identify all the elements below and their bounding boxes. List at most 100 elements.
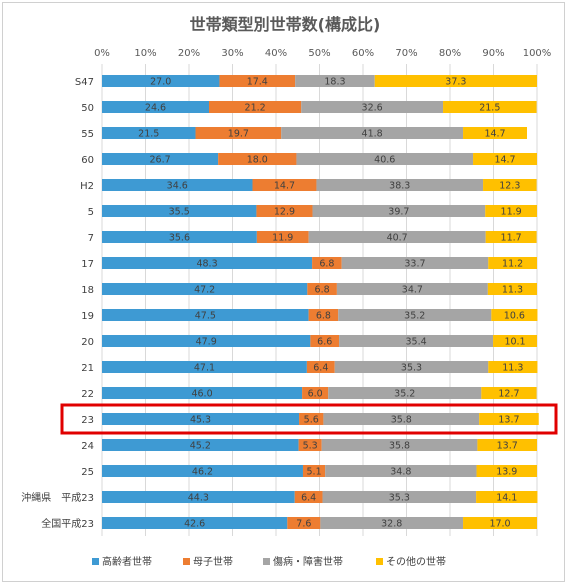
data-label: 45.3	[190, 415, 211, 426]
category-label: 25	[81, 467, 94, 478]
x-tick-label: 10%	[134, 48, 156, 59]
bar-segment	[102, 179, 253, 191]
y-axis-categories: S47 50 55 60 H2 5 7 17 18 19 20 21 22 23 24 25 沖縄県 平成23 全…	[21, 77, 94, 530]
bar-segment	[312, 257, 342, 269]
gridlines	[101, 64, 538, 536]
bar-segment	[256, 205, 313, 217]
data-label: 21.5	[138, 129, 159, 140]
bar-segment	[322, 491, 477, 503]
bar-segment	[493, 335, 537, 347]
data-label: 6.4	[313, 363, 328, 374]
bar-segment	[341, 257, 489, 269]
legend-swatch	[263, 558, 270, 565]
data-label: 21.5	[479, 103, 500, 114]
data-label: 40.7	[387, 233, 408, 244]
data-label: 6.8	[319, 259, 334, 270]
data-label: 35.3	[389, 493, 410, 504]
data-label: 12.7	[498, 389, 519, 400]
bar-segment	[325, 465, 477, 477]
bar-segment	[485, 231, 537, 243]
bar-segment	[102, 387, 303, 399]
bar-segment	[476, 491, 538, 503]
data-label: 17.4	[247, 77, 268, 88]
bar-segment	[479, 413, 539, 425]
bar-segment	[488, 361, 538, 373]
data-label: 41.8	[362, 129, 383, 140]
data-label: 11.2	[502, 259, 523, 270]
data-label: 37.3	[445, 77, 466, 88]
data-label: 35.4	[405, 337, 426, 348]
category-label: 24	[81, 441, 94, 452]
bar-segment	[336, 283, 488, 295]
data-label: 14.1	[496, 493, 517, 504]
bar-segment	[102, 283, 308, 295]
data-label: 44.3	[188, 493, 209, 504]
bar-segment	[298, 439, 322, 451]
bar-segment	[308, 231, 486, 243]
bar-segment	[485, 205, 537, 217]
category-label: 50	[81, 103, 94, 114]
data-label: 24.6	[145, 103, 166, 114]
bar-segment	[296, 153, 474, 165]
data-label: 6.8	[316, 311, 331, 322]
data-label: 48.3	[196, 259, 217, 270]
x-tick-label: 100%	[523, 48, 552, 59]
data-label: 6.8	[315, 285, 330, 296]
bar-segment	[219, 75, 296, 87]
category-label: 21	[81, 363, 94, 374]
data-label: 5.6	[304, 415, 319, 426]
bar-segment	[477, 439, 537, 451]
category-label: 全国平成23	[41, 517, 94, 530]
data-label: 35.8	[389, 441, 410, 452]
x-tick-label: 20%	[178, 48, 200, 59]
data-label: 10.1	[504, 337, 525, 348]
bar-segment	[323, 413, 480, 425]
data-label: 27.0	[150, 77, 171, 88]
data-label: 11.7	[501, 233, 522, 244]
data-label: 35.8	[391, 415, 412, 426]
bar-segment	[473, 153, 537, 165]
legend-label: 高齢者世帯	[102, 555, 152, 568]
bar-segment	[334, 361, 489, 373]
data-label: 47.2	[194, 285, 215, 296]
data-label: 46.2	[192, 467, 213, 478]
data-label: 17.0	[489, 519, 510, 530]
data-label: 35.5	[169, 207, 190, 218]
bar-segment	[102, 257, 313, 269]
category-label: 7	[88, 233, 94, 244]
legend-swatch	[92, 558, 99, 565]
bar-segment	[195, 127, 282, 139]
data-label: 12.3	[499, 181, 520, 192]
data-label: 38.3	[389, 181, 410, 192]
bar-segment	[312, 205, 486, 217]
data-label: 11.3	[502, 285, 523, 296]
category-label: 22	[81, 389, 94, 400]
x-axis-ticks: 0% 10% 20% 30% 40% 50% 60% 70% 80% 90% 100%	[94, 48, 551, 59]
chart-frame	[2, 2, 565, 582]
data-label: 34.8	[390, 467, 411, 478]
bar-segment	[102, 309, 309, 321]
bar-segment	[295, 75, 375, 87]
data-label: 11.9	[501, 207, 522, 218]
data-label: 47.5	[195, 311, 216, 322]
bar-segment	[487, 283, 537, 295]
data-label: 5.3	[303, 441, 318, 452]
data-labels: 27.0 17.4 18.3 37.3 24.6 21.2 32.6 21.5 21.5 19.7…	[138, 77, 525, 530]
bar-segment	[102, 517, 288, 529]
bar-segment	[294, 491, 323, 503]
data-label: 14.7	[274, 181, 295, 192]
bar-segment	[320, 517, 464, 529]
data-label: 11.3	[502, 363, 523, 374]
bar-segment	[463, 127, 527, 139]
bar-segment	[209, 101, 302, 113]
bar-segment	[302, 465, 326, 477]
data-label: 46.0	[191, 389, 212, 400]
bar-segment	[102, 491, 295, 503]
x-tick-label: 30%	[221, 48, 243, 59]
bar-segment	[102, 153, 219, 165]
data-label: 13.7	[497, 441, 518, 452]
data-label: 35.3	[401, 363, 422, 374]
data-label: 34.6	[167, 181, 188, 192]
data-label: 7.6	[296, 519, 311, 530]
